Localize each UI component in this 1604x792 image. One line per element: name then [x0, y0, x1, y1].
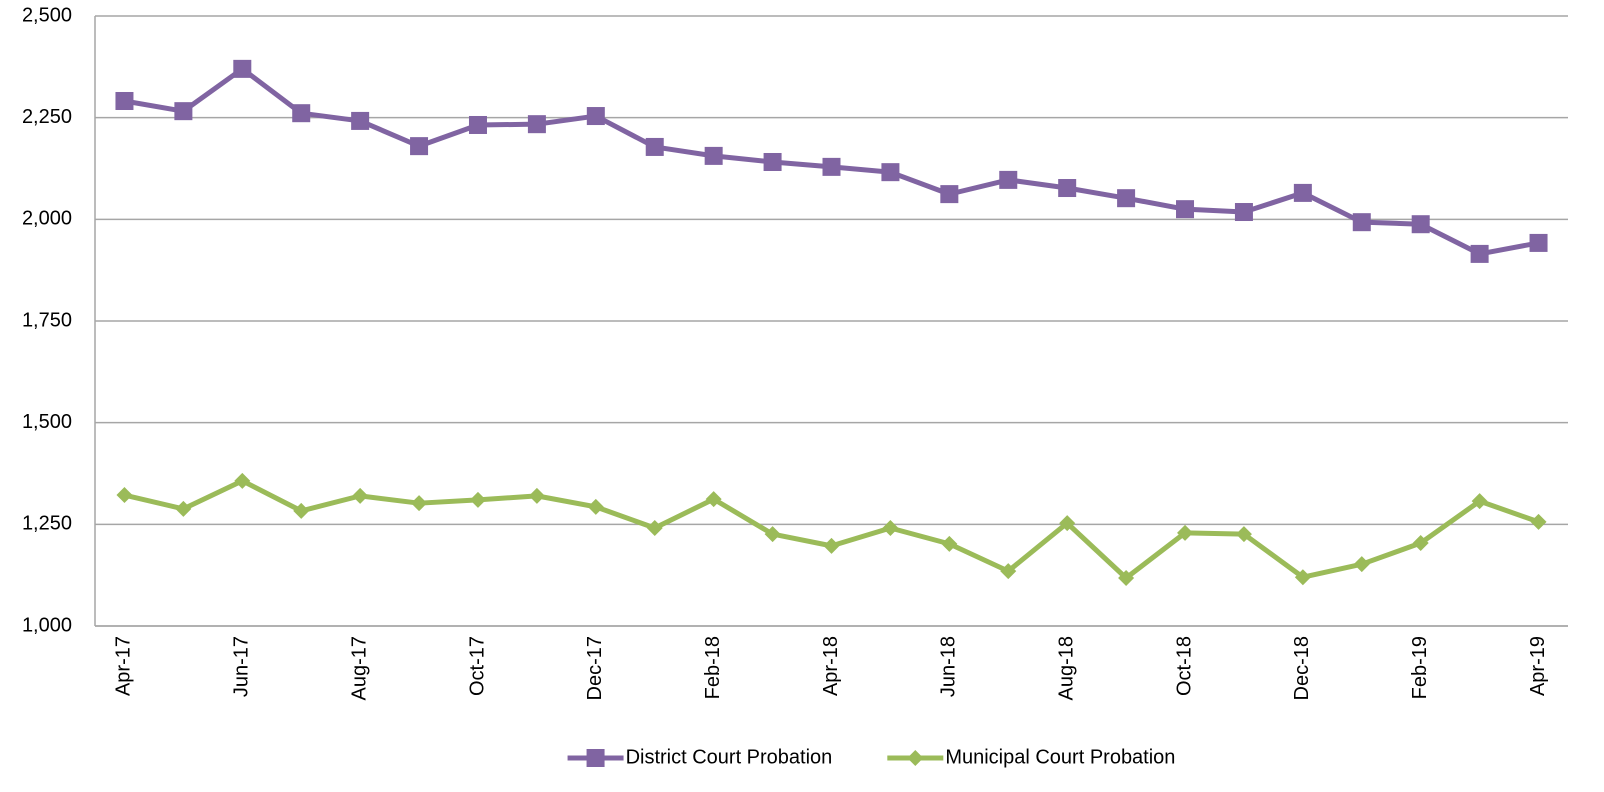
marker — [822, 157, 841, 176]
marker — [1117, 189, 1136, 208]
marker — [292, 104, 311, 123]
marker — [586, 749, 605, 767]
marker — [1058, 179, 1077, 198]
marker — [940, 185, 959, 204]
marker — [1470, 244, 1489, 263]
marker — [410, 137, 429, 156]
marker — [528, 487, 545, 504]
x-tick-label: Oct-18 — [1173, 636, 1195, 696]
marker — [352, 487, 369, 504]
x-tick-label: Feb-19 — [1409, 636, 1431, 699]
marker — [1235, 526, 1252, 543]
x-tick-label: Aug-17 — [348, 636, 370, 701]
marker — [645, 137, 664, 156]
x-tick-label: Apr-17 — [113, 636, 135, 696]
x-tick-label: Apr-18 — [820, 636, 842, 696]
y-tick-label: 1,000 — [22, 614, 72, 636]
marker — [646, 519, 663, 536]
marker — [527, 115, 546, 134]
marker — [881, 163, 900, 182]
marker — [1412, 535, 1429, 552]
marker — [411, 495, 428, 512]
legend-label: Municipal Court Probation — [945, 746, 1175, 768]
marker — [999, 170, 1018, 189]
marker — [1059, 515, 1076, 532]
marker — [1000, 563, 1017, 580]
marker — [587, 498, 604, 515]
marker — [823, 537, 840, 554]
marker — [233, 59, 252, 78]
marker — [705, 491, 722, 508]
marker — [351, 111, 370, 130]
x-tick-label: Dec-18 — [1291, 636, 1313, 700]
legend: District Court Probation Municipal Court … — [567, 746, 1175, 768]
marker — [1118, 570, 1135, 587]
marker — [175, 500, 192, 517]
marker — [882, 519, 899, 536]
marker — [1293, 183, 1312, 202]
x-tick-label: Dec-17 — [584, 636, 606, 700]
marker — [293, 502, 310, 519]
marker — [468, 115, 487, 134]
marker — [174, 102, 193, 121]
marker — [907, 750, 924, 766]
marker — [1176, 200, 1195, 219]
marker — [1294, 569, 1311, 586]
marker — [941, 535, 958, 552]
legend-item: Municipal Court Probation — [887, 746, 1175, 768]
x-tick-label: Feb-18 — [702, 636, 724, 699]
marker — [116, 487, 133, 504]
x-tick-label: Apr-19 — [1527, 636, 1549, 696]
marker — [586, 107, 605, 126]
y-tick-label: 1,250 — [22, 513, 72, 535]
marker — [763, 152, 782, 171]
marker — [1471, 493, 1488, 510]
marker — [234, 472, 251, 489]
marker — [1411, 215, 1430, 234]
marker — [115, 91, 134, 110]
marker — [1352, 213, 1371, 232]
marker — [1529, 233, 1548, 252]
y-tick-label: 1,500 — [22, 411, 72, 433]
y-tick-label: 2,500 — [22, 4, 72, 26]
y-tick-label: 2,000 — [22, 208, 72, 230]
marker — [764, 526, 781, 543]
x-tick-label: Jun-17 — [231, 636, 253, 697]
y-tick-label: 2,250 — [22, 106, 72, 128]
marker — [1234, 203, 1253, 222]
y-tick-label: 1,750 — [22, 309, 72, 331]
marker — [469, 491, 486, 508]
legend-item: District Court Probation — [567, 746, 833, 768]
marker — [1530, 513, 1547, 530]
marker — [1353, 556, 1370, 573]
legend-label: District Court Probation — [626, 746, 833, 768]
marker — [1177, 524, 1194, 541]
x-tick-label: Aug-18 — [1055, 636, 1077, 701]
marker — [704, 146, 723, 165]
series-line — [123, 478, 1540, 581]
x-tick-label: Jun-18 — [938, 636, 960, 697]
x-tick-label: Oct-17 — [466, 636, 488, 696]
